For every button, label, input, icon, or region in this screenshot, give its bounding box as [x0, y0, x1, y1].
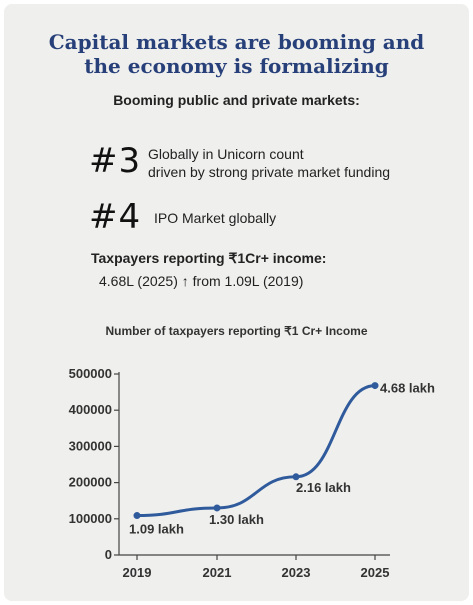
chart-series: 1.09 lakh 1.30 lakh 2.16 lakh 4.68 lakh [129, 381, 435, 537]
data-label: 4.68 lakh [380, 381, 435, 396]
infographic-card [4, 4, 469, 601]
x-tick-label: 2021 [203, 565, 232, 580]
data-label: 2.16 lakh [296, 480, 351, 495]
series-line [135, 384, 377, 518]
y-tick-label: 100000 [69, 511, 112, 526]
title-line-1: Capital markets are booming and [48, 30, 425, 54]
y-tick-label: 400000 [69, 402, 112, 417]
rank-3-description: Globally in Unicorn count driven by stro… [148, 145, 390, 181]
section-subtitle: Booming public and private markets: [113, 92, 360, 108]
x-tick-label: 2019 [123, 565, 152, 580]
data-point [292, 473, 300, 481]
taxpayers-heading: Taxpayers reporting ₹1Cr+ income: [91, 250, 327, 266]
rank-3-figure: #3 [89, 141, 142, 181]
taxpayers-value: 4.68L (2025) ↑ from 1.09L (2019) [99, 273, 304, 289]
rank-4-description: IPO Market globally [154, 210, 277, 226]
data-label: 1.09 lakh [129, 522, 184, 537]
rank-4-figure: #4 [89, 197, 142, 237]
x-tick-label: 2025 [361, 565, 390, 580]
rank-3-line-1: Globally in Unicorn count [148, 146, 304, 162]
page-title: Capital markets are booming and the econ… [0, 30, 473, 78]
x-tick-label: 2023 [282, 565, 311, 580]
data-label: 1.30 lakh [209, 512, 264, 527]
data-point [213, 504, 221, 512]
title-line-2: the economy is formalizing [84, 54, 389, 78]
y-tick-label: 0 [105, 547, 112, 562]
y-tick-label: 500000 [69, 366, 112, 381]
chart-title: Number of taxpayers reporting ₹1 Cr+ Inc… [105, 324, 368, 338]
y-tick-label: 300000 [69, 438, 112, 453]
data-point [133, 512, 141, 520]
chart-axes: 0 100000 200000 300000 400000 500000 2019 2021 2… [69, 366, 390, 580]
data-point [371, 382, 379, 390]
y-tick-label: 200000 [69, 475, 112, 490]
rank-3-line-2: driven by strong private market funding [148, 164, 391, 180]
